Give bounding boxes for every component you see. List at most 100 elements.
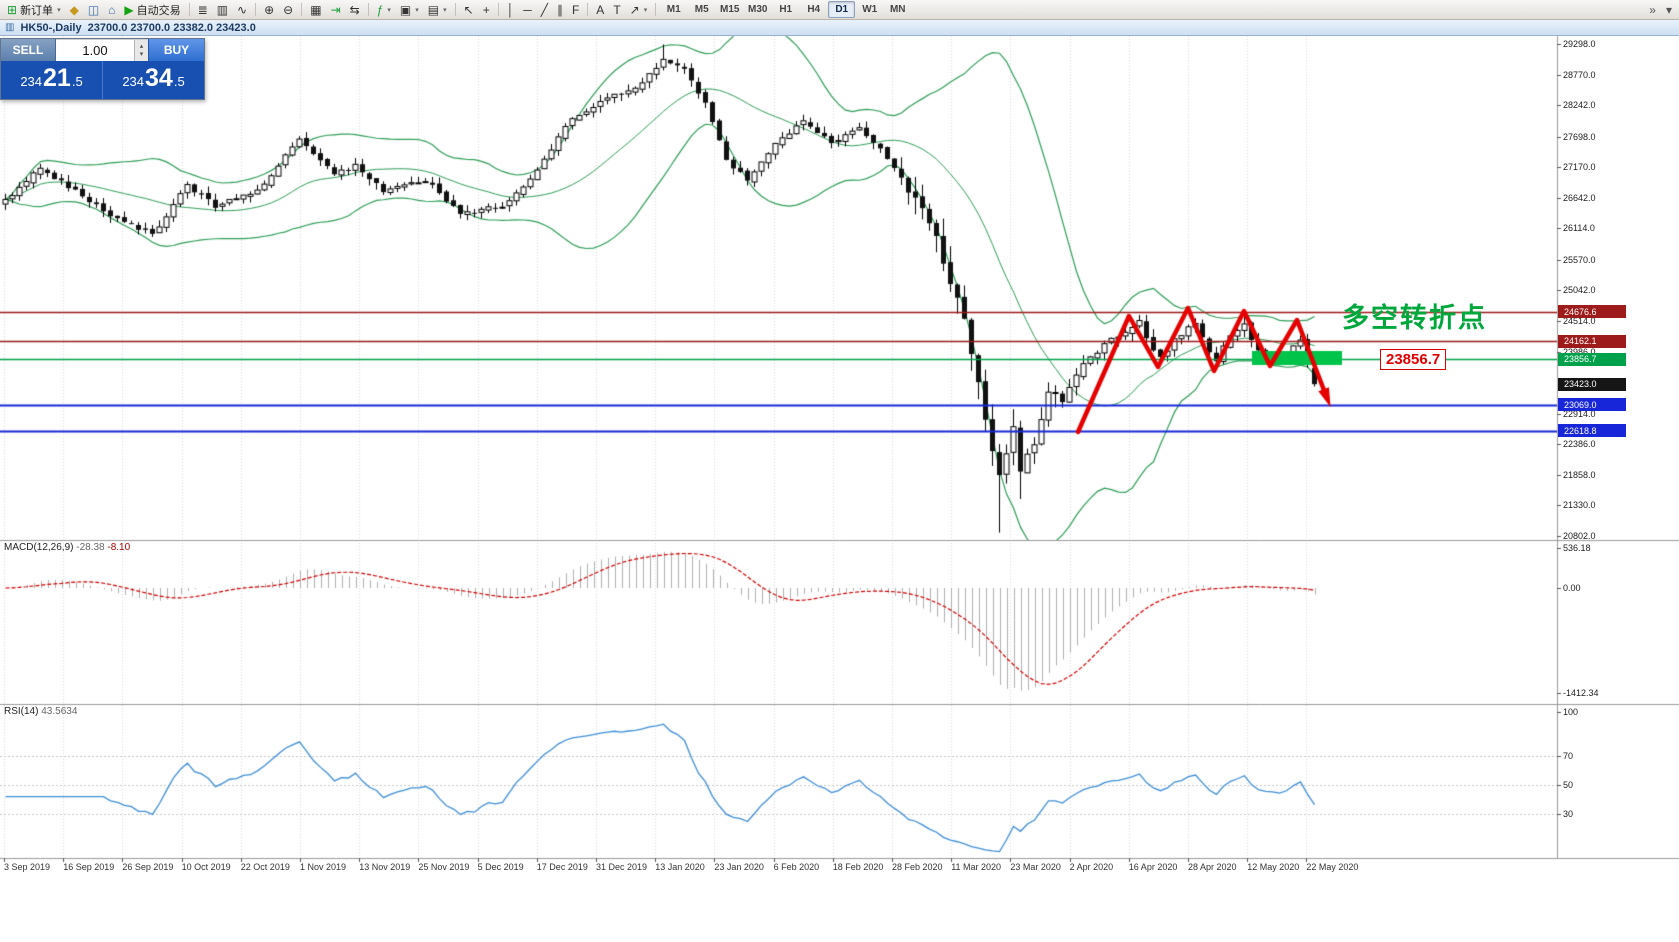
buy-price-prefix: 234 <box>122 74 145 89</box>
toolbar-group: ≣ ▥ ∿ <box>194 0 251 19</box>
chart-tab-title: HK50-,Daily <box>20 21 82 34</box>
toolbar: ⊞ 新订单 ▾ ◆ ◫ ⌂ ▶ 自动交易 ≣ ▥ ∿ ⊕ ⊖ ▦ ⇥ ⇆ ƒ ▾ ▣ ▾ ▤ ▾ ↖ + │ ─ ╱ ∥ F A T ↗ ▾ M1… <box>0 0 1679 20</box>
periodicity-button[interactable]: ▣ ▾ <box>396 0 423 19</box>
new-order-button[interactable]: ⊞ 新订单 ▾ <box>3 0 65 19</box>
autotrading-button[interactable]: ▶ 自动交易 <box>120 0 184 19</box>
templates-button[interactable]: ▤ ▾ <box>424 0 451 19</box>
crosshair-icon: + <box>482 2 490 17</box>
cursor-button[interactable]: ↖ <box>460 0 478 19</box>
toolbar-separator <box>587 3 589 16</box>
vertical-line-icon: │ <box>506 2 515 17</box>
chart-shift-icon: ⇆ <box>349 2 360 17</box>
timeframe-mn[interactable]: MN <box>889 4 906 15</box>
chart-bars-icon: ≣ <box>197 2 208 17</box>
sell-price[interactable]: 234 21.5 <box>1 61 103 99</box>
buy-button[interactable]: BUY <box>148 39 204 61</box>
toolbar-separator <box>188 3 190 16</box>
chart-bars-button[interactable]: ≣ <box>194 0 212 19</box>
data-window-button[interactable]: ◫ <box>84 0 103 19</box>
data-window-icon: ◫ <box>87 2 100 17</box>
timeframe-d1[interactable]: D1 <box>828 1 856 18</box>
toolbar-separator <box>454 3 456 16</box>
spinner-down-icon[interactable]: ▾ <box>139 50 144 58</box>
trade-panel-prices: 234 21.5 234 34.5 <box>1 61 204 99</box>
chart-line-button[interactable]: ∿ <box>233 0 251 19</box>
timeframe-m5[interactable]: M5 <box>694 4 709 15</box>
zoom-out-button[interactable]: ⊖ <box>279 0 297 19</box>
toolbar-separator <box>655 3 657 16</box>
toolbar-right: » ▾ <box>1645 0 1676 19</box>
toolbar-group: A T ↗ ▾ <box>592 0 651 19</box>
buy-price-suffix: .5 <box>173 74 185 89</box>
chart-title-bar[interactable]: ▥ HK50-,Daily 23700.0 23700.0 23382.0 23… <box>0 20 1679 36</box>
toolbar-group: │ ─ ╱ ∥ F <box>503 0 584 19</box>
caret-down-icon: ▾ <box>415 6 419 14</box>
text-label-icon: T <box>613 2 621 17</box>
timeframe-m15[interactable]: M15 <box>720 4 740 15</box>
templates-icon: ▤ <box>427 2 440 17</box>
tile-windows-button[interactable]: ▦ <box>306 0 325 19</box>
chart-tab-icon: ▥ <box>5 21 15 33</box>
trade-panel-controls: SELL 1.00 ▴ ▾ BUY <box>1 39 204 61</box>
chart-shift-button[interactable]: ⇆ <box>346 0 364 19</box>
toolbar-options-button[interactable]: ▾ <box>1662 0 1676 19</box>
arrows-button[interactable]: ↗ ▾ <box>626 0 652 19</box>
sell-price-suffix: .5 <box>71 74 83 89</box>
toolbar-separator <box>497 3 499 16</box>
toolbar-group: ▦ ⇥ ⇆ <box>306 0 363 19</box>
crosshair-button[interactable]: + <box>479 0 494 19</box>
sell-price-prefix: 234 <box>20 74 43 89</box>
horizontal-line-icon: ─ <box>523 2 532 17</box>
volume-field[interactable]: 1.00 ▴ ▾ <box>56 39 148 61</box>
fibonacci-icon: F <box>571 2 580 17</box>
auto-scroll-icon: ⇥ <box>330 2 341 17</box>
chart-candles-icon: ▥ <box>216 2 229 17</box>
text-label-button[interactable]: T <box>609 0 624 19</box>
volume-spinner[interactable]: ▴ ▾ <box>134 40 148 61</box>
zoom-in-icon: ⊕ <box>264 2 275 17</box>
text-icon: A <box>596 2 605 17</box>
trendline-icon: ╱ <box>540 2 548 17</box>
toolbar-separator <box>255 3 257 16</box>
market-watch-icon: ◆ <box>69 2 79 17</box>
toolbar-group: ƒ ▾ ▣ ▾ ▤ ▾ <box>373 0 451 19</box>
caret-down-icon: ▾ <box>387 6 391 14</box>
toolbar-separator <box>301 3 303 16</box>
caret-down-icon: ▾ <box>643 6 648 14</box>
buy-price[interactable]: 234 34.5 <box>103 61 204 99</box>
sell-button[interactable]: SELL <box>1 39 56 61</box>
trendline-button[interactable]: ╱ <box>537 0 552 19</box>
toolbar-group: ↖ + <box>460 0 494 19</box>
indicators-button[interactable]: ƒ ▾ <box>373 0 395 19</box>
cursor-icon: ↖ <box>463 2 474 17</box>
horizontal-line-button[interactable]: ─ <box>519 0 536 19</box>
autotrading-label: 自动交易 <box>136 4 181 17</box>
vertical-line-button[interactable]: │ <box>503 0 519 19</box>
timeframe-w1[interactable]: W1 <box>862 4 878 15</box>
timeframe-h4[interactable]: H4 <box>807 4 821 15</box>
spinner-up-icon[interactable]: ▴ <box>139 42 144 50</box>
chart-candles-button[interactable]: ▥ <box>213 0 232 19</box>
navigator-button[interactable]: ⌂ <box>104 0 119 19</box>
buy-price-big: 34 <box>145 64 173 92</box>
navigator-icon: ⌂ <box>108 2 116 17</box>
zoom-in-button[interactable]: ⊕ <box>260 0 278 19</box>
market-watch-button[interactable]: ◆ <box>66 0 83 19</box>
volume-value[interactable]: 1.00 <box>82 43 108 58</box>
toolbar-expand-button[interactable]: » <box>1645 0 1660 19</box>
fibonacci-button[interactable]: F <box>568 0 583 19</box>
timeframe-m30[interactable]: M30 <box>748 4 768 15</box>
zoom-out-icon: ⊖ <box>283 2 294 17</box>
timeframe-h1[interactable]: H1 <box>779 4 793 15</box>
autotrading-icon: ▶ <box>124 2 134 17</box>
caret-down-icon: ▾ <box>57 6 61 14</box>
chart-tab-ohlc: 23700.0 23700.0 23382.0 23423.0 <box>87 21 256 34</box>
new-order-label: 新订单 <box>20 4 54 17</box>
text-button[interactable]: A <box>592 0 608 19</box>
timeframe-m1[interactable]: M1 <box>666 4 681 15</box>
auto-scroll-button[interactable]: ⇥ <box>327 0 345 19</box>
channel-button[interactable]: ∥ <box>553 0 567 19</box>
caret-down-icon: ▾ <box>443 6 447 14</box>
